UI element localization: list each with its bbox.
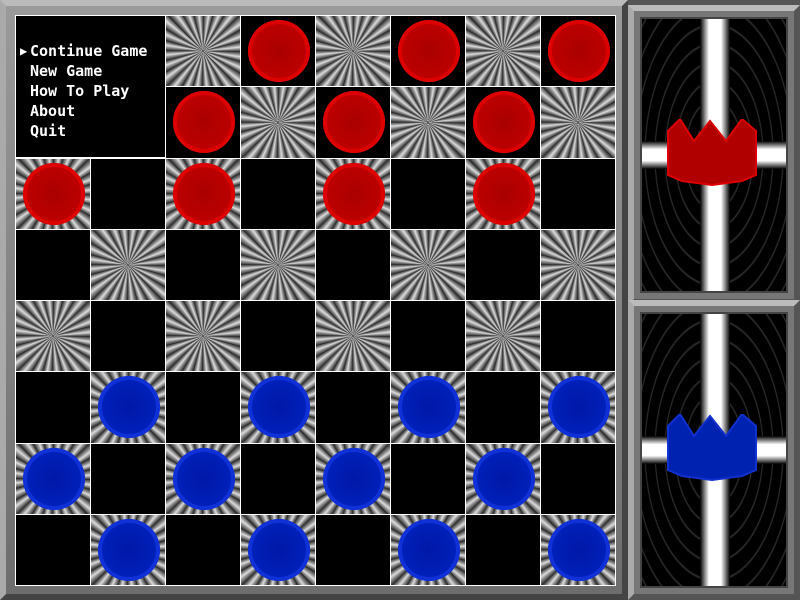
crown-icon <box>667 119 757 187</box>
board-square-dark[interactable] <box>316 443 391 515</box>
selector-arrow-icon: ▶ <box>20 44 28 58</box>
board-square-dark[interactable] <box>391 514 466 586</box>
board-square-light[interactable] <box>316 229 391 301</box>
board-square-dark[interactable] <box>16 158 91 230</box>
blue-piece[interactable] <box>173 447 235 510</box>
board-square-light[interactable] <box>91 301 166 373</box>
board-square-light[interactable] <box>391 16 466 88</box>
red-crown <box>667 119 757 187</box>
red-piece[interactable] <box>473 91 535 154</box>
red-piece[interactable] <box>323 91 385 154</box>
board-square-dark[interactable] <box>241 229 316 301</box>
board-square-light[interactable] <box>16 229 91 301</box>
red-piece[interactable] <box>548 20 610 82</box>
red-piece[interactable] <box>173 91 235 154</box>
player-panel-red <box>628 5 800 305</box>
blue-piece[interactable] <box>248 376 310 439</box>
board-square-dark[interactable] <box>166 158 241 230</box>
board-square-light[interactable] <box>241 301 316 373</box>
board-square-dark[interactable] <box>466 301 541 373</box>
board-square-dark[interactable] <box>241 514 316 586</box>
menu-label: Continue Game <box>30 42 148 60</box>
blue-piece[interactable] <box>98 376 160 439</box>
menu-item-continue-game[interactable]: ▶ Continue Game <box>16 41 165 61</box>
blue-piece[interactable] <box>398 376 460 439</box>
board-square-light[interactable] <box>391 443 466 515</box>
board-square-light[interactable] <box>541 16 616 88</box>
board-square-light[interactable] <box>91 158 166 230</box>
blue-piece[interactable] <box>548 518 610 581</box>
board-square-light[interactable] <box>16 514 91 586</box>
board-square-dark[interactable] <box>166 16 241 88</box>
board-square-light[interactable] <box>241 158 316 230</box>
blue-piece[interactable] <box>398 518 460 581</box>
board-square-light[interactable] <box>91 443 166 515</box>
blue-piece[interactable] <box>248 518 310 581</box>
red-piece[interactable] <box>173 162 235 225</box>
board-square-light[interactable] <box>466 229 541 301</box>
board-square-dark[interactable] <box>391 229 466 301</box>
board-square-dark[interactable] <box>541 87 616 159</box>
board-square-light[interactable] <box>241 443 316 515</box>
board-square-dark[interactable] <box>541 372 616 444</box>
board-square-light[interactable] <box>166 372 241 444</box>
board-square-light[interactable] <box>316 87 391 159</box>
crown-icon <box>667 414 757 482</box>
board-square-light[interactable] <box>166 514 241 586</box>
board-square-light[interactable] <box>391 158 466 230</box>
main-menu: ▶ Continue Game New Game How To Play Abou… <box>15 15 166 158</box>
red-piece[interactable] <box>323 162 385 225</box>
menu-item-new-game[interactable]: New Game <box>30 62 103 80</box>
board-square-dark[interactable] <box>16 443 91 515</box>
blue-piece[interactable] <box>323 447 385 510</box>
red-piece[interactable] <box>398 20 460 82</box>
board-square-dark[interactable] <box>91 372 166 444</box>
board-square-light[interactable] <box>541 158 616 230</box>
board-square-dark[interactable] <box>316 301 391 373</box>
player-panel-blue <box>628 300 800 600</box>
blue-crown <box>667 414 757 482</box>
board-square-light[interactable] <box>466 372 541 444</box>
board-square-light[interactable] <box>466 87 541 159</box>
board-square-dark[interactable] <box>541 514 616 586</box>
board-square-dark[interactable] <box>466 443 541 515</box>
red-piece[interactable] <box>473 162 535 225</box>
board-square-dark[interactable] <box>166 301 241 373</box>
red-piece[interactable] <box>248 20 310 82</box>
blue-piece[interactable] <box>23 447 85 510</box>
board-square-light[interactable] <box>316 514 391 586</box>
board-square-dark[interactable] <box>391 87 466 159</box>
blue-piece[interactable] <box>98 518 160 581</box>
board-square-light[interactable] <box>166 229 241 301</box>
board-square-dark[interactable] <box>391 372 466 444</box>
menu-item-quit[interactable]: Quit <box>30 122 67 140</box>
board-square-dark[interactable] <box>541 229 616 301</box>
menu-item-about[interactable]: About <box>30 102 76 120</box>
board-square-dark[interactable] <box>91 229 166 301</box>
board-square-dark[interactable] <box>316 16 391 88</box>
board-square-dark[interactable] <box>16 301 91 373</box>
blue-piece[interactable] <box>473 447 535 510</box>
board-square-light[interactable] <box>541 443 616 515</box>
board-square-light[interactable] <box>316 372 391 444</box>
board-square-light[interactable] <box>391 301 466 373</box>
board-square-dark[interactable] <box>466 158 541 230</box>
board-square-dark[interactable] <box>241 87 316 159</box>
board-square-dark[interactable] <box>466 16 541 88</box>
board-square-light[interactable] <box>16 372 91 444</box>
board-square-dark[interactable] <box>166 443 241 515</box>
board-square-light[interactable] <box>166 87 241 159</box>
red-piece[interactable] <box>23 162 85 225</box>
board-square-dark[interactable] <box>241 372 316 444</box>
board-square-light[interactable] <box>466 514 541 586</box>
board-square-light[interactable] <box>241 16 316 88</box>
board-square-dark[interactable] <box>316 158 391 230</box>
blue-piece[interactable] <box>548 376 610 439</box>
board-square-light[interactable] <box>541 301 616 373</box>
board-square-dark[interactable] <box>91 514 166 586</box>
menu-item-how-to-play[interactable]: How To Play <box>30 82 130 100</box>
